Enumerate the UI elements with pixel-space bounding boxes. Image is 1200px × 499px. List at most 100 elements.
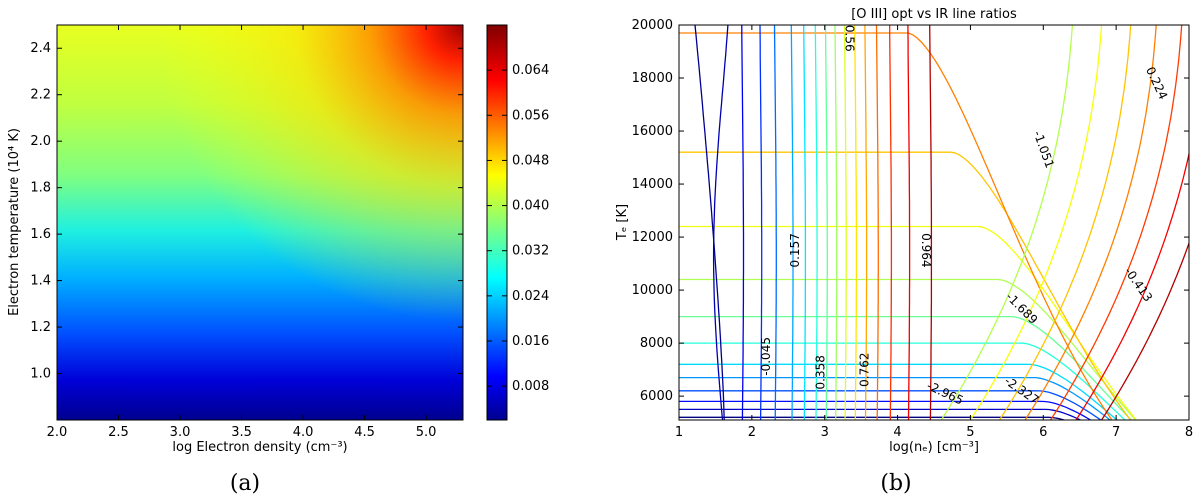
colorbar-tick-label: 0.024 xyxy=(512,289,549,304)
density-contour-line xyxy=(834,25,838,420)
density-contours xyxy=(694,25,1189,420)
y-tick-label: 1.2 xyxy=(30,320,51,335)
density-contour-line xyxy=(790,25,794,420)
temperature-contour-line xyxy=(679,400,1092,420)
contour-y-ticks: 6000 8000 10000 12000 14000 16000 18000 20000 xyxy=(632,18,1189,404)
x-tick-label: 5.0 xyxy=(416,425,437,440)
x-tick-label: 2.0 xyxy=(47,425,68,440)
colorbar xyxy=(486,24,508,421)
x-tick-label: 4.5 xyxy=(354,425,375,440)
density-contour-line xyxy=(854,25,858,420)
temperature-contour-line xyxy=(679,390,1102,420)
temperature-contour-line xyxy=(679,408,1082,420)
heatmap-axes-frame xyxy=(56,24,464,421)
x-tick-label: 2 xyxy=(748,425,756,440)
colorbar-tick-label: 0.032 xyxy=(512,244,549,259)
colorbar-tick-label: 0.040 xyxy=(512,199,549,214)
y-tick-label: 1.4 xyxy=(30,274,51,289)
x-tick-label: 2.5 xyxy=(108,425,129,440)
ratio-contour-line xyxy=(999,25,1132,420)
temperature-contour-line xyxy=(679,32,1113,420)
y-tick-label: 14000 xyxy=(632,177,673,192)
density-contour-line xyxy=(875,25,879,420)
ratio-contour-line xyxy=(969,25,1103,420)
y-tick-label: 12000 xyxy=(632,230,673,245)
contour-label: 0.358 xyxy=(814,355,828,389)
heatmap-panel: 2.0 2.5 3.0 3.5 4.0 4.5 5.0 1.01.21.41.61.82.0… xyxy=(7,24,549,455)
colorbar-tick-label: 0.008 xyxy=(512,379,549,394)
x-tick-label: 4 xyxy=(893,425,901,440)
ratio-contour-line xyxy=(1101,241,1189,420)
y-tick-label: 1.8 xyxy=(30,181,51,196)
heatmap-x-axis-label: log Electron density (cm⁻³) xyxy=(172,440,347,455)
density-contour-line xyxy=(741,25,745,420)
contour-axes-background xyxy=(679,25,1189,420)
density-contour-line xyxy=(803,25,807,420)
temperature-contour-line xyxy=(679,342,1126,420)
ratio-contour-line xyxy=(1075,151,1189,420)
y-tick-label: 6000 xyxy=(640,389,673,404)
temperature-contour-line xyxy=(679,225,1138,420)
x-tick-label: 8 xyxy=(1185,425,1193,440)
x-tick-label: 1 xyxy=(675,425,683,440)
x-tick-label: 7 xyxy=(1112,425,1120,440)
colorbar-ticks: 0.008 0.016 0.024 0.032 0.040 0.048 0.056 0.064 xyxy=(487,63,549,394)
density-contour-line xyxy=(843,25,847,420)
density-contour-line xyxy=(907,25,911,420)
contour-x-axis-label: log(nₑ) [cm⁻³] xyxy=(889,440,979,455)
y-tick-label: 2.0 xyxy=(30,134,51,149)
y-tick-label: 2.4 xyxy=(30,41,51,56)
density-contour-line xyxy=(929,25,933,420)
y-tick-label: 1.0 xyxy=(30,367,51,382)
y-tick-label: 2.2 xyxy=(30,88,51,103)
density-contour-line xyxy=(694,25,725,420)
temperature-contour-line xyxy=(679,315,1133,420)
y-tick-label: 20000 xyxy=(632,18,673,33)
contour-title: [O III] opt vs IR line ratios xyxy=(851,7,1017,22)
density-contour-line xyxy=(814,25,818,420)
y-tick-label: 1.6 xyxy=(30,227,51,242)
y-tick-label: 16000 xyxy=(632,124,673,139)
x-tick-label: 3.0 xyxy=(170,425,191,440)
density-contour-line xyxy=(864,25,868,420)
x-tick-label: 3 xyxy=(821,425,829,440)
x-tick-label: 5 xyxy=(966,425,974,440)
ratio-contour-line xyxy=(1050,25,1183,420)
heatmap-y-axis-label: Electron temperature (10⁴ K) xyxy=(7,128,22,316)
contour-label: 0.56 xyxy=(842,25,856,52)
x-tick-label: 4.0 xyxy=(293,425,314,440)
caption-a: (a) xyxy=(230,471,260,496)
temperature-contour-line xyxy=(679,151,1132,420)
y-tick-label: 18000 xyxy=(632,71,673,86)
y-tick-label: 8000 xyxy=(640,336,673,351)
x-tick-label: 3.5 xyxy=(231,425,252,440)
contour-axes-frame xyxy=(678,24,1190,421)
density-contour-line xyxy=(889,25,893,420)
y-tick-label: 10000 xyxy=(632,283,673,298)
heatmap-hot-corner xyxy=(57,25,463,420)
ratio-contour-line xyxy=(940,25,1074,420)
colorbar-tick-label: 0.016 xyxy=(512,334,549,349)
caption-b: (b) xyxy=(880,471,911,496)
contour-label: 0.157 xyxy=(788,233,802,267)
contour-label: -0.045 xyxy=(759,337,773,376)
x-tick-label: 6 xyxy=(1039,425,1047,440)
colorbar-tick-label: 0.048 xyxy=(512,153,549,168)
density-contour-line xyxy=(712,25,729,420)
temperature-contour-line xyxy=(679,416,1067,420)
heatmap-y-ticks: 1.0 1.2 1.4 1.6 1.8 2.0 2.2 2.4 xyxy=(30,41,463,382)
colorbar-tick-label: 0.056 xyxy=(512,108,549,123)
contour-label: 0.964 xyxy=(919,233,933,267)
heatmap-x-ticks: 2.0 2.5 3.0 3.5 4.0 4.5 5.0 xyxy=(47,25,437,440)
colorbar-tick-label: 0.064 xyxy=(512,63,549,78)
temperature-contours xyxy=(679,32,1138,420)
density-contour-line xyxy=(759,25,763,420)
ratio-contour-line xyxy=(1024,25,1157,420)
density-contour-line xyxy=(824,25,828,420)
density-contour-line xyxy=(773,25,777,420)
contour-label: 0.762 xyxy=(857,352,871,386)
contour-x-ticks: 1 2 3 4 5 6 7 8 xyxy=(675,25,1193,440)
contour-y-axis-label: Tₑ [K] xyxy=(615,204,630,241)
